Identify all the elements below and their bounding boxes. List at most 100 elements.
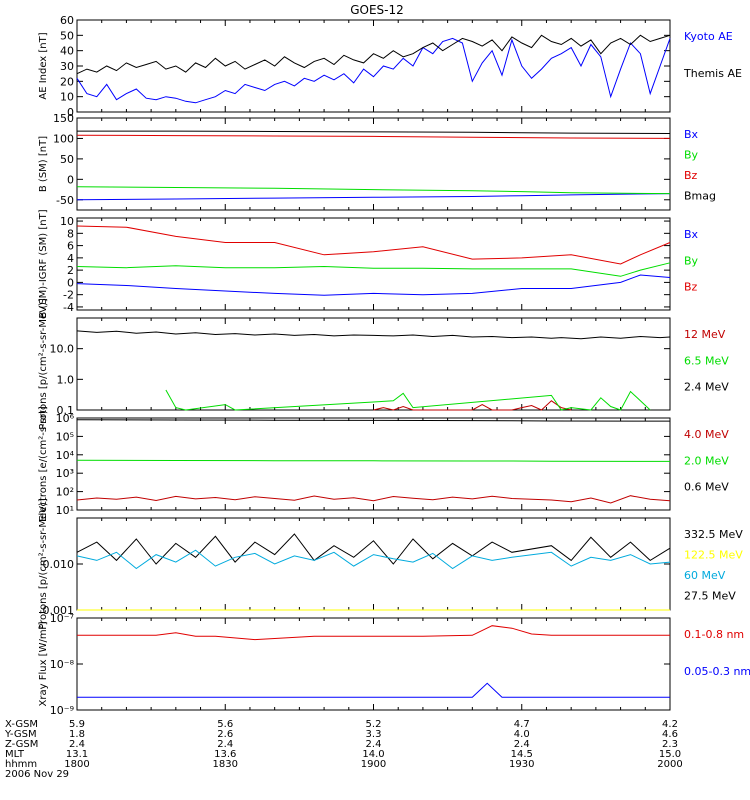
series-line — [77, 625, 670, 641]
legend-entry: Bmag — [684, 189, 716, 202]
legend-entry: Bx — [684, 228, 699, 241]
y-tick-label: 1.0 — [57, 373, 75, 386]
y-tick-label: 100 — [53, 132, 74, 145]
ephemeris-value: 15.0 — [659, 749, 681, 760]
legend-entry: 0.1-0.8 nm — [684, 628, 744, 641]
panel-frame — [76, 517, 671, 611]
panel-2: -50 0 50 100 150 B (SM) [nT] Bx By Bz Bmag — [38, 112, 716, 211]
y-tick-label: 10.0 — [50, 343, 75, 356]
panel-5: 10¹ 10² 10³ 10⁴ 10⁵ 10⁶ Electrons [e/(cm²-s-sr… — [38, 406, 729, 522]
series-line — [77, 130, 671, 134]
y-tick-label: 30 — [60, 60, 74, 73]
y-axis-label: Electrons [e/(cm²-s-sr)] — [38, 406, 49, 522]
y-tick-label: 10⁻⁹ — [50, 704, 74, 717]
ephemeris-value: 5.9 — [69, 719, 85, 730]
series-line — [76, 134, 671, 139]
y-tick-label: 50 — [60, 29, 74, 42]
ephemeris-value: 3.3 — [366, 729, 382, 740]
y-tick-label: 4 — [67, 252, 74, 265]
chart-title: GOES-12 — [350, 3, 404, 17]
y-axis-label: Protons [p/(cm²-s-sr-MeV)] — [38, 298, 49, 430]
ephemeris-value: 2.4 — [69, 739, 85, 750]
legend-entry: Bz — [684, 281, 698, 294]
date-label: 2006 Nov 29 — [5, 769, 69, 780]
y-tick-label: 6 — [67, 240, 74, 253]
series-line — [76, 37, 671, 104]
series-line — [76, 419, 671, 422]
series-line — [76, 459, 671, 462]
ephemeris-label: Y-GSM — [4, 729, 37, 740]
ephemeris-table: X-GSM 5.9 5.6 5.2 4.7 4.2 Y-GSM 1.8 2.6 3.3 4.0 4.6… — [4, 719, 683, 780]
ephemeris-value: 13.6 — [214, 749, 236, 760]
ephemeris-value: 1900 — [361, 759, 386, 770]
series-line — [76, 193, 671, 201]
y-tick-label: 10 — [60, 91, 74, 104]
y-axis-label: Protons [p/(cm²-s-sr-MeV)] — [38, 498, 49, 630]
series-line — [76, 274, 671, 296]
legend-entry: Kyoto AE — [684, 30, 733, 43]
ephemeris-label: MLT — [5, 749, 25, 760]
y-tick-label: 8 — [67, 227, 74, 240]
ephemeris-value: 5.6 — [217, 719, 233, 730]
legend-entry: 0.6 MeV — [684, 481, 729, 494]
y-tick-label: 10¹ — [56, 504, 74, 517]
y-tick-label: 10³ — [56, 467, 74, 480]
y-tick-label: -50 — [56, 194, 74, 207]
y-tick-label: 20 — [60, 75, 74, 88]
ephemeris-value: 13.1 — [66, 749, 88, 760]
ephemeris-value: 14.5 — [511, 749, 533, 760]
ephemeris-value: 2.4 — [217, 739, 233, 750]
y-axis-label: B (SM) [nT] — [38, 136, 49, 192]
series-line — [77, 682, 670, 698]
legend-entry: 4.0 MeV — [684, 428, 729, 441]
legend-entry: Bx — [684, 128, 699, 141]
legend-entry: 332.5 MeV — [684, 528, 743, 541]
legend-entry: 60 MeV — [684, 569, 726, 582]
ephemeris-value: 1.8 — [69, 729, 85, 740]
y-tick-label: 10 — [60, 215, 74, 228]
ephemeris-label: hhmm — [5, 759, 37, 770]
y-tick-label: 0.1 — [57, 404, 75, 417]
y-tick-label: 2 — [67, 264, 74, 277]
ephemeris-value: 2.4 — [514, 739, 530, 750]
legend-entry: Themis AE — [683, 67, 742, 80]
panel-frame — [76, 617, 671, 711]
series-line — [373, 400, 572, 411]
y-tick-label: 10⁻⁸ — [50, 658, 75, 671]
ephemeris-value: 14.0 — [362, 749, 384, 760]
y-axis-label: AE Index [nT] — [38, 32, 49, 99]
y-tick-label: 10⁻⁷ — [50, 612, 74, 625]
y-tick-label: 0.010 — [43, 558, 75, 571]
panel-1: 0 10 20 30 40 50 60 AE Index [nT] Kyoto AE Themis… — [38, 14, 742, 119]
series-line — [76, 225, 671, 265]
legend-entry: 122.5 MeV — [684, 548, 743, 561]
y-tick-label: 0.001 — [43, 604, 75, 617]
ephemeris-value: 4.2 — [662, 719, 678, 730]
y-tick-label: 10⁶ — [56, 412, 75, 425]
y-tick-label: 10⁴ — [56, 449, 75, 462]
y-axis-label: Xray Flux [W/m²] — [38, 621, 49, 706]
legend-entry: 0.05-0.3 nm — [684, 665, 750, 678]
legend-entry: 2.4 MeV — [684, 381, 729, 394]
ephemeris-label: Z-GSM — [5, 739, 38, 750]
legend-entry: By — [684, 148, 699, 161]
panel-frame — [76, 417, 671, 511]
ephemeris-label: X-GSM — [5, 719, 38, 730]
ephemeris-value: 2.6 — [217, 729, 233, 740]
legend-entry: Bz — [684, 169, 698, 182]
legend-entry: 2.0 MeV — [684, 454, 729, 467]
panel-frame — [76, 317, 671, 411]
series-line — [76, 495, 671, 504]
ephemeris-value: 1800 — [64, 759, 89, 770]
series-line — [76, 34, 671, 75]
y-tick-label: 10⁵ — [56, 430, 74, 443]
y-tick-label: 0 — [67, 106, 74, 119]
y-tick-label: 60 — [60, 14, 74, 27]
ephemeris-value: 2.3 — [662, 739, 678, 750]
y-tick-label: 50 — [60, 153, 74, 166]
